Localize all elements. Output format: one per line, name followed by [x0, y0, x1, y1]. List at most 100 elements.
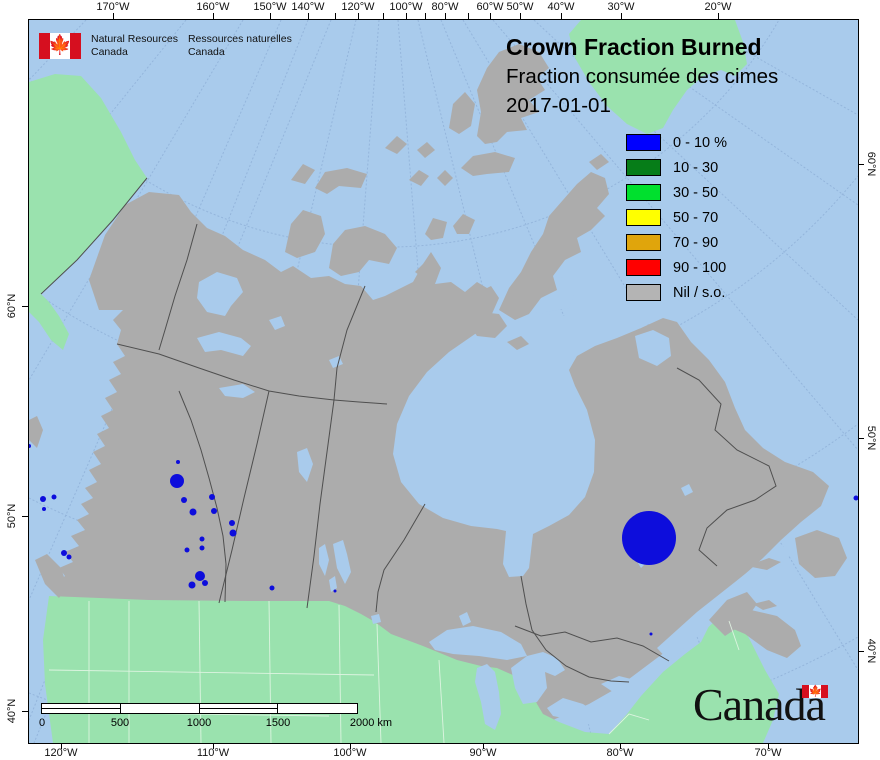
axel-heiberg-island [449, 92, 475, 134]
axis-label: 160°W [196, 1, 230, 13]
axis-label: 60°N [6, 293, 18, 319]
axis-label: 100°W [333, 747, 367, 759]
legend-swatch [626, 259, 661, 276]
fire-point [29, 444, 31, 448]
map-title-en: Crown Fraction Burned [506, 34, 762, 60]
wordmark-flag-icon: 🍁 [801, 685, 828, 698]
axis-tick [307, 13, 309, 19]
scale-label: 1500 [265, 717, 291, 729]
axis-tick [269, 13, 271, 19]
fire-point [649, 632, 653, 636]
axis-tick [767, 743, 769, 749]
legend-label: Nil / s.o. [673, 284, 726, 301]
qc-nl-border [676, 367, 777, 567]
fire-point [170, 474, 184, 488]
axis-label: 80°W [431, 1, 459, 13]
axis-label: 120°W [341, 1, 375, 13]
alaska [29, 74, 147, 350]
fire-point [211, 508, 217, 514]
vancouver-island [35, 554, 67, 598]
fire-point [202, 580, 208, 586]
legend-row: 90 - 100 [626, 255, 727, 280]
fire-point [188, 581, 196, 589]
dept-name-en: Natural Resources Canada [91, 33, 178, 58]
axis-tick [858, 437, 864, 439]
scale-bar-segments [41, 703, 358, 714]
legend-label: 90 - 100 [673, 259, 727, 276]
legend-swatch [626, 209, 661, 226]
fire-point [199, 545, 205, 551]
legend-label: 0 - 10 % [673, 134, 727, 151]
scale-label: 2000 km [349, 717, 393, 729]
fire-point [184, 547, 190, 553]
axis-tick [620, 13, 622, 19]
axis-label: 120°W [44, 747, 78, 759]
maple-leaf-icon: 🍁 [48, 35, 72, 57]
axis-label: 30°W [607, 1, 635, 13]
anticosti-island [747, 558, 781, 570]
axis-tick [482, 743, 484, 749]
axis-label: 100°W [389, 1, 423, 13]
axis-tick [22, 515, 28, 517]
province-borders [40, 177, 777, 683]
bc-ab-border [178, 390, 227, 603]
legend-swatch [626, 284, 661, 301]
axis-tick [424, 13, 426, 19]
fire-point [209, 494, 215, 500]
legend-label: 10 - 30 [673, 159, 719, 176]
legend: 0 - 10 % 10 - 30 30 - 50 50 - 70 70 - 90… [626, 130, 727, 305]
axis-tick [212, 743, 214, 749]
legend-label: 30 - 50 [673, 184, 719, 201]
axis-tick [349, 743, 351, 749]
fire-point [333, 589, 337, 593]
axis-tick [467, 13, 469, 19]
legend-row: 50 - 70 [626, 205, 727, 230]
axis-tick [560, 13, 562, 19]
scale-label: 500 [110, 717, 130, 729]
axis-label: 50°N [6, 503, 18, 529]
legend-row: 30 - 50 [626, 180, 727, 205]
islands [29, 44, 847, 658]
scale-label: 0 [38, 717, 46, 729]
ab-sk-border [218, 390, 270, 604]
axis-tick [519, 13, 521, 19]
map-canvas [29, 20, 858, 743]
fire-point [229, 520, 235, 526]
axis-label: 60°N [865, 151, 877, 177]
alaska-yukon-border [40, 177, 148, 295]
federal-identifier: 🍁 Natural Resources Canada Ressources nat… [39, 33, 292, 59]
fire-point [40, 496, 46, 502]
baffin-island [499, 172, 609, 320]
axis-tick [405, 13, 407, 19]
axis-tick [717, 13, 719, 19]
fire-area-quebec [622, 511, 676, 565]
map-title-fr: Fraction consumée des cimes [506, 65, 779, 88]
dept-name-fr: Ressources naturelles Canada [187, 33, 292, 58]
sk-mb-border [306, 399, 335, 609]
axis-tick [22, 305, 28, 307]
legend-label: 50 - 70 [673, 209, 719, 226]
ottawa-river-border [514, 625, 670, 662]
fire-point [42, 507, 46, 511]
axis-tick [22, 710, 28, 712]
greenland [569, 20, 747, 134]
legend-row: Nil / s.o. [626, 280, 727, 305]
axis-tick [334, 13, 336, 19]
legend-swatch [626, 234, 661, 251]
legend-swatch [626, 159, 661, 176]
axis-tick [112, 13, 114, 19]
banks-island [285, 210, 325, 258]
map-title-block: Crown Fraction Burned Fraction consumée … [506, 32, 858, 120]
axis-label: 70°W [754, 747, 782, 759]
prince-edward-island [753, 600, 777, 610]
axis-label: 60°W [476, 1, 504, 13]
axis-label: 90°W [469, 747, 497, 759]
fire-point [229, 529, 237, 537]
fire-point [269, 585, 275, 591]
melville-island [315, 168, 367, 194]
fire-point [181, 497, 187, 503]
fire-point [199, 536, 205, 542]
southampton-island [469, 312, 507, 338]
ellesmere-island [477, 44, 549, 144]
yukon-nwt-border [158, 223, 198, 351]
